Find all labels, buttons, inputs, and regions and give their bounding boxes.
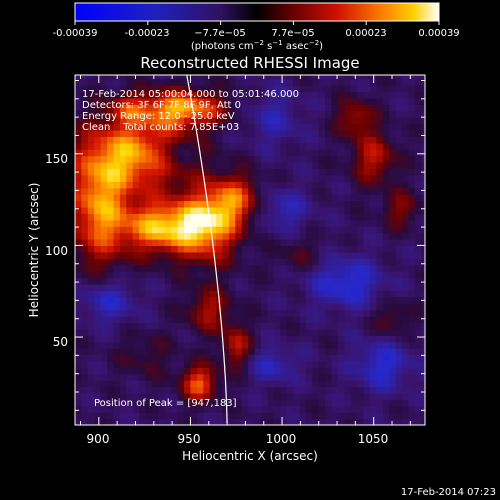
colorbar-tick-label: -0.00039 [53, 28, 98, 39]
y-tick-label: 150 [45, 152, 68, 166]
x-tick-label: 1050 [358, 432, 389, 446]
colorbar-tick-label: 7.7e−05 [271, 28, 314, 39]
colorbar-tick-label: -0.00023 [125, 28, 170, 39]
colorbar-tick-label: −7.7e−05 [194, 28, 246, 39]
colorbar-units: (photons cm−2 s−1 asec−2) [191, 39, 323, 52]
colorbar-tick-label: 0.00039 [418, 28, 459, 39]
annotation-counts: Clean Total counts: 7.85E+03 [82, 122, 239, 133]
axis-ticks [75, 75, 425, 425]
y-axis-label: Heliocentric Y (arcsec) [27, 183, 41, 318]
x-tick-label: 900 [87, 432, 110, 446]
x-axis-label: Heliocentric X (arcsec) [182, 449, 318, 463]
y-tick-label: 50 [53, 335, 68, 349]
heatmap-image [75, 75, 425, 425]
timestamp: 17-Feb-2014 07:23 [401, 487, 496, 498]
x-tick-label: 1000 [266, 432, 297, 446]
y-tick-label: 100 [45, 244, 68, 258]
chart-title: Reconstructed RHESSI Image [140, 54, 359, 72]
solar-limb [186, 75, 228, 424]
colorbar-ticks [74, 21, 440, 25]
annotation-energy: Energy Range: 12.0 - 25.0 keV [82, 111, 235, 122]
peak-position-label: Position of Peak = [947,183] [94, 398, 237, 409]
colorbar-tick-label: 0.00023 [345, 28, 386, 39]
annotation-time-range: 17-Feb-2014 05:00:04.000 to 05:01:46.000 [82, 89, 299, 100]
annotation-detectors: Detectors: 3F 6F 7F 8F 9F, Att 0 [82, 100, 241, 111]
plot-frame [74, 74, 426, 426]
colorbar [74, 2, 440, 22]
x-tick-label: 950 [178, 432, 201, 446]
